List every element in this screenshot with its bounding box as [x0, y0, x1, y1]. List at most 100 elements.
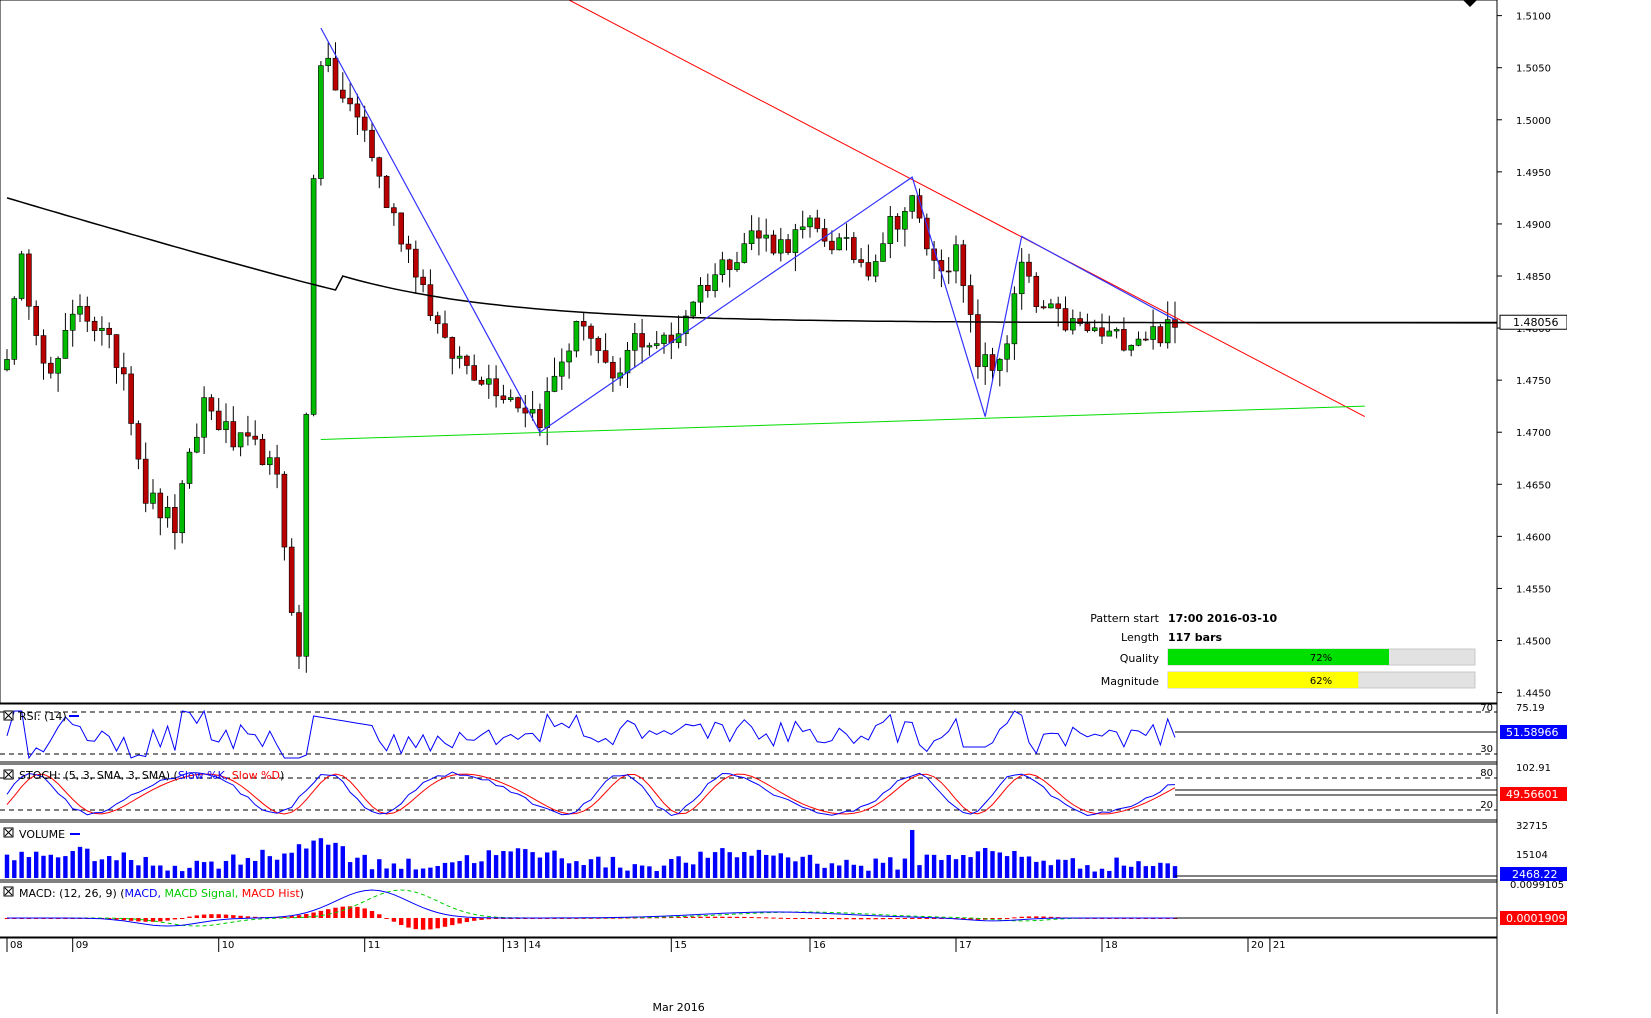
volume-bar	[289, 852, 294, 878]
volume-bar	[85, 848, 90, 878]
price-tick-label: 1.4550	[1516, 584, 1551, 595]
scroll-marker-icon[interactable]	[1463, 0, 1477, 7]
rsi-title: RSI: (14)	[19, 710, 67, 723]
candle-up	[661, 334, 667, 344]
price-chart[interactable]: 1.5100 1.5050 1.5000 1.4950 1.4900 1.4850 1.48…	[0, 0, 1568, 1014]
volume-bar	[413, 869, 418, 878]
candle-up	[529, 409, 536, 414]
candle-up	[734, 262, 740, 270]
macd-hist-bar	[486, 918, 491, 920]
volume-bar	[1165, 863, 1170, 878]
candle-up	[1113, 329, 1120, 332]
candle-down	[449, 337, 456, 359]
rsi-panel	[0, 709, 1497, 760]
stoch-level-low-label: 20	[1480, 800, 1493, 811]
volume-bar	[742, 852, 747, 878]
volume-bar	[180, 871, 185, 878]
volume-bar	[486, 850, 491, 878]
macd-hist-bar	[369, 910, 375, 918]
volume-bar	[829, 863, 835, 878]
candle-down	[383, 175, 390, 208]
candle-up	[507, 397, 514, 400]
macd-hist-bar	[720, 916, 725, 918]
stoch-axis-top: 102.91	[1516, 763, 1551, 774]
macd-hist-bar	[581, 917, 586, 919]
candle-up	[1128, 345, 1134, 351]
volume-bar	[4, 854, 10, 878]
rsi-toggle-cross-icon	[4, 711, 13, 720]
macd-hist-bar	[245, 916, 251, 918]
candle-up	[150, 492, 156, 504]
volume-bar	[355, 857, 360, 878]
volume-bar	[384, 868, 389, 878]
magnitude-label: Magnitude	[1101, 675, 1160, 688]
volume-bar	[764, 854, 769, 878]
volume-bar	[691, 864, 696, 878]
volume-bar	[712, 852, 718, 878]
macd-hist-bar	[384, 918, 389, 919]
candle-down	[391, 207, 397, 214]
volume-bar	[888, 857, 893, 878]
macd-hist-bar	[304, 913, 309, 918]
current-price-label: 1.48056	[1513, 316, 1559, 329]
rsi-level-high-label: 70	[1480, 703, 1493, 714]
volume-bar	[800, 856, 805, 878]
candle-down	[84, 306, 91, 322]
macd-title: MACD: (12, 26, 9) (MACD, MACD Signal, MA…	[19, 887, 304, 900]
volume-bar	[479, 861, 484, 878]
candle-down	[960, 244, 967, 286]
macd-hist-bar	[355, 906, 360, 918]
macd-hist-bar	[910, 918, 915, 919]
candle-down	[398, 212, 405, 245]
volume-bar	[1004, 856, 1010, 878]
stoch-title: STOCH: (5, 3, SMA, 3, SMA) (Slow %K, Slo…	[19, 769, 284, 782]
macd-hist-bar	[318, 910, 324, 918]
volume-bar	[172, 865, 178, 878]
volume-bar	[391, 863, 397, 878]
volume-bar	[318, 838, 324, 878]
volume-bar	[450, 862, 455, 878]
macd-hist-bar	[785, 918, 791, 919]
volume-bar	[720, 848, 725, 878]
stoch-panel	[0, 771, 1497, 817]
candle-down	[537, 409, 543, 428]
candle-up	[18, 253, 25, 299]
macd-title-group: MACD: (12, 26, 9) (MACD, MACD Signal, MA…	[3, 886, 304, 900]
volume-bar	[362, 854, 367, 878]
candle-up	[573, 320, 580, 352]
candle-up	[996, 358, 1003, 371]
volume-bar	[639, 865, 645, 878]
candle-down	[704, 285, 711, 291]
candle-up	[551, 375, 558, 392]
stoch-value-badge	[1500, 787, 1567, 801]
volume-bar	[165, 870, 170, 878]
macd-hist-bar	[895, 918, 900, 920]
macd-hist-bar	[201, 914, 207, 918]
time-tick-label: 16	[813, 940, 826, 951]
macd-hist-bar	[691, 916, 696, 918]
rsi-legend-swatch	[69, 715, 79, 717]
macd-hist-bar	[1004, 918, 1010, 919]
volume-axis-mid: 15104	[1516, 850, 1548, 861]
macd-hist-bar	[136, 918, 141, 922]
candle-down	[281, 473, 288, 548]
macd-hist-bar	[340, 906, 345, 918]
volume-bar	[844, 859, 849, 878]
macd-hist-bar	[669, 917, 674, 919]
macd-hist-bar	[756, 917, 762, 919]
candle-down	[515, 397, 521, 409]
candle-up	[55, 358, 61, 374]
candle-down	[865, 262, 872, 277]
candle-up	[318, 65, 324, 179]
macd-hist-bar	[428, 918, 433, 930]
macd-hist-bar	[793, 918, 798, 919]
candle-up	[62, 330, 69, 359]
macd-hist-bar	[347, 906, 353, 918]
macd-hist-bar	[450, 918, 455, 926]
volume-bar	[873, 858, 878, 878]
candle-up	[186, 451, 193, 484]
macd-hist-bar	[107, 918, 112, 920]
volume-bar	[114, 860, 119, 878]
macd-hist-bar	[420, 918, 426, 930]
macd-hist-bar	[143, 918, 148, 922]
